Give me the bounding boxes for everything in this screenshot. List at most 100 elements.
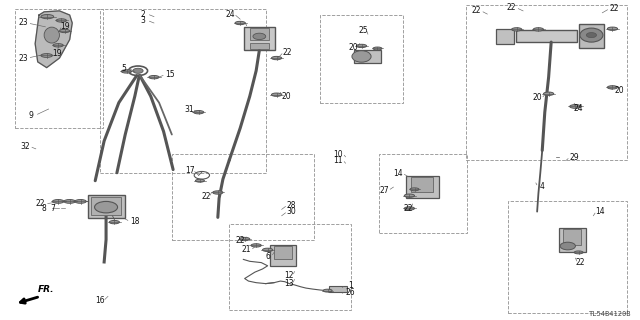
Text: 24: 24 bbox=[226, 10, 236, 19]
Ellipse shape bbox=[574, 251, 583, 254]
Text: 21: 21 bbox=[242, 245, 252, 254]
Ellipse shape bbox=[75, 200, 86, 203]
Bar bbox=[250, 43, 269, 49]
Text: 22: 22 bbox=[576, 258, 586, 267]
Ellipse shape bbox=[56, 19, 67, 22]
Ellipse shape bbox=[271, 93, 282, 96]
Text: 7: 7 bbox=[51, 204, 56, 213]
Ellipse shape bbox=[404, 194, 415, 197]
Text: 22: 22 bbox=[403, 204, 413, 213]
Ellipse shape bbox=[373, 47, 382, 50]
Text: TL54B4120B: TL54B4120B bbox=[589, 311, 632, 317]
Bar bbox=[563, 229, 581, 245]
Bar bbox=[496, 29, 514, 44]
Ellipse shape bbox=[95, 201, 118, 213]
Ellipse shape bbox=[543, 92, 554, 95]
Text: 11: 11 bbox=[333, 156, 342, 165]
Ellipse shape bbox=[122, 70, 132, 73]
Text: 9: 9 bbox=[29, 111, 34, 120]
Text: 10: 10 bbox=[333, 150, 342, 159]
Text: 12: 12 bbox=[285, 271, 294, 280]
Ellipse shape bbox=[41, 54, 52, 57]
Ellipse shape bbox=[251, 244, 261, 247]
Text: 23: 23 bbox=[18, 53, 28, 62]
Text: 22: 22 bbox=[472, 6, 481, 15]
Text: 25: 25 bbox=[358, 26, 368, 35]
Bar bbox=[172, 154, 314, 240]
Ellipse shape bbox=[560, 242, 575, 250]
Bar bbox=[516, 30, 577, 42]
Ellipse shape bbox=[352, 51, 371, 62]
Text: 3: 3 bbox=[140, 16, 145, 25]
Text: 15: 15 bbox=[165, 70, 175, 79]
Text: 18: 18 bbox=[130, 217, 140, 226]
Text: 19: 19 bbox=[52, 49, 61, 58]
Text: 26: 26 bbox=[346, 288, 355, 297]
Text: 22: 22 bbox=[609, 4, 618, 13]
Text: 16: 16 bbox=[95, 296, 104, 305]
Text: 20: 20 bbox=[532, 93, 542, 102]
Bar bbox=[320, 15, 403, 103]
Bar bbox=[250, 28, 269, 40]
Ellipse shape bbox=[149, 76, 159, 79]
Ellipse shape bbox=[533, 28, 543, 31]
Text: 22: 22 bbox=[507, 3, 516, 12]
Text: 20: 20 bbox=[348, 43, 358, 52]
Text: 27: 27 bbox=[379, 186, 388, 195]
Bar bbox=[579, 24, 604, 48]
Bar bbox=[100, 9, 266, 173]
Bar bbox=[411, 177, 433, 193]
Bar bbox=[406, 176, 439, 198]
Ellipse shape bbox=[212, 191, 223, 194]
Ellipse shape bbox=[235, 21, 245, 25]
Ellipse shape bbox=[253, 33, 266, 40]
Text: 8: 8 bbox=[42, 204, 47, 213]
Polygon shape bbox=[35, 11, 72, 68]
Ellipse shape bbox=[52, 200, 64, 203]
Ellipse shape bbox=[511, 28, 522, 31]
Text: 23: 23 bbox=[18, 19, 28, 28]
Bar bbox=[379, 154, 467, 233]
Text: 19: 19 bbox=[60, 22, 69, 31]
Text: 24: 24 bbox=[574, 104, 584, 113]
Text: 5: 5 bbox=[121, 64, 125, 73]
Text: 22: 22 bbox=[282, 48, 292, 57]
Bar bbox=[329, 286, 347, 292]
Bar bbox=[15, 9, 103, 128]
Ellipse shape bbox=[580, 28, 603, 42]
Text: 17: 17 bbox=[185, 166, 195, 175]
Ellipse shape bbox=[64, 200, 76, 203]
Ellipse shape bbox=[193, 110, 204, 114]
Text: 14: 14 bbox=[393, 169, 403, 178]
Text: 29: 29 bbox=[570, 153, 579, 162]
Text: 31: 31 bbox=[184, 105, 194, 114]
Ellipse shape bbox=[109, 220, 120, 224]
Ellipse shape bbox=[570, 105, 581, 108]
Ellipse shape bbox=[44, 27, 60, 43]
Ellipse shape bbox=[404, 207, 415, 210]
Text: 20: 20 bbox=[614, 86, 624, 95]
Ellipse shape bbox=[271, 56, 282, 60]
Text: 2: 2 bbox=[140, 10, 145, 19]
Ellipse shape bbox=[195, 179, 204, 182]
Text: 22: 22 bbox=[236, 236, 245, 245]
Text: 28: 28 bbox=[287, 201, 296, 210]
Text: 22: 22 bbox=[36, 199, 45, 208]
Bar bbox=[274, 246, 292, 259]
Text: FR.: FR. bbox=[38, 285, 54, 294]
Text: 22: 22 bbox=[202, 192, 211, 201]
Text: 32: 32 bbox=[20, 142, 30, 151]
Bar bbox=[508, 201, 627, 313]
Text: 14: 14 bbox=[595, 207, 605, 216]
Bar bbox=[355, 50, 381, 63]
Ellipse shape bbox=[607, 27, 618, 30]
Bar bbox=[270, 245, 296, 266]
Bar bbox=[88, 195, 125, 218]
Text: 4: 4 bbox=[540, 182, 545, 191]
Ellipse shape bbox=[239, 237, 250, 241]
Bar bbox=[244, 28, 275, 50]
Ellipse shape bbox=[586, 33, 596, 38]
Ellipse shape bbox=[133, 68, 143, 73]
Ellipse shape bbox=[356, 44, 367, 48]
Bar bbox=[229, 224, 351, 310]
